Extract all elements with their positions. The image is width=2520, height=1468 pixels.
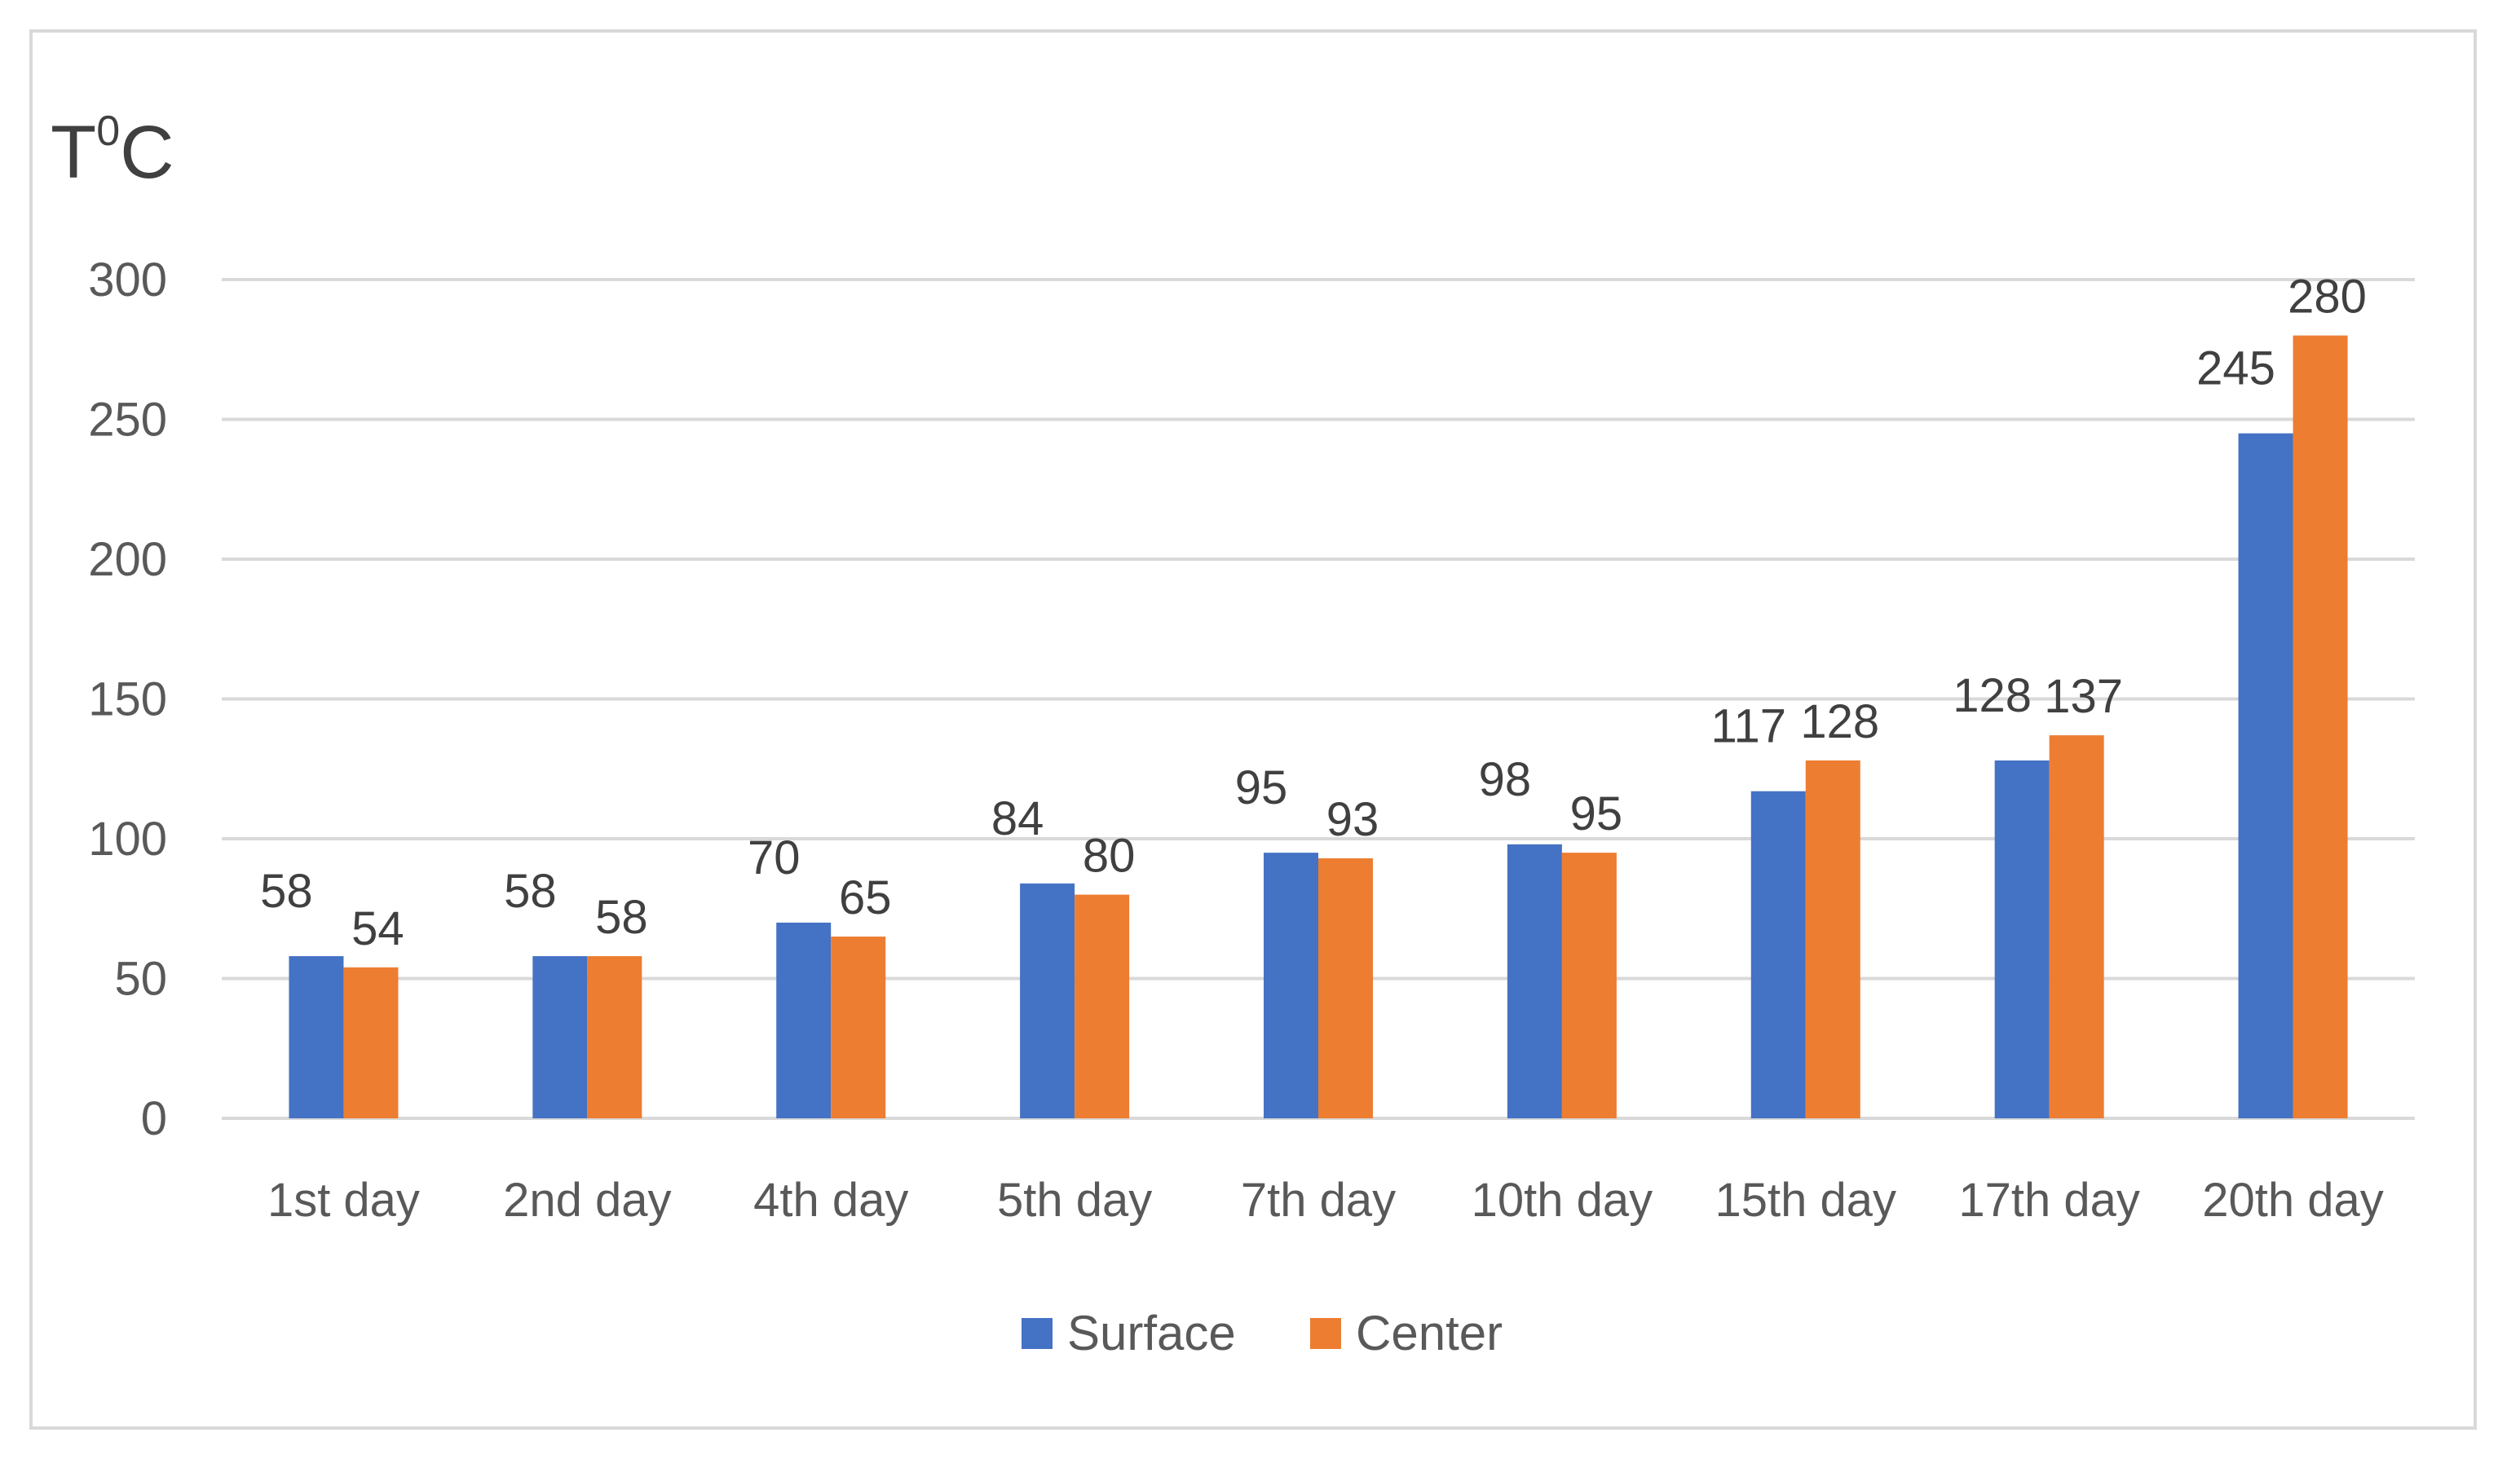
data-label-center: 65 bbox=[839, 871, 892, 924]
x-tick-label: 4th day bbox=[753, 1174, 908, 1227]
x-tick-label: 1st day bbox=[267, 1174, 420, 1227]
bar-surface bbox=[1507, 844, 1562, 1118]
y-tick-label: 150 bbox=[88, 673, 167, 726]
y-axis-ticks: 0 50 100 150 200 250 300 bbox=[88, 253, 167, 1145]
x-tick-label: 5th day bbox=[997, 1174, 1152, 1227]
data-label-center: 54 bbox=[351, 902, 404, 955]
data-label-surface: 70 bbox=[748, 831, 801, 884]
x-tick-label: 7th day bbox=[1241, 1174, 1396, 1227]
data-label-center: 58 bbox=[595, 891, 648, 944]
data-label-center: 93 bbox=[1326, 793, 1379, 846]
bar-center bbox=[1805, 760, 1860, 1118]
bar-center bbox=[831, 937, 886, 1118]
data-label-center: 95 bbox=[1570, 787, 1623, 840]
bar-surface bbox=[1750, 791, 1806, 1118]
data-label-surface: 245 bbox=[2196, 342, 2275, 395]
bars bbox=[289, 335, 2348, 1119]
bar-center bbox=[2049, 735, 2104, 1118]
data-label-surface: 95 bbox=[1235, 761, 1288, 814]
data-label-center: 80 bbox=[1083, 830, 1136, 883]
data-label-surface: 84 bbox=[991, 792, 1044, 845]
data-label-surface: 128 bbox=[1953, 669, 2032, 722]
x-tick-label: 20th day bbox=[2202, 1174, 2384, 1227]
legend-label-center: Center bbox=[1356, 1306, 1503, 1360]
y-tick-label: 300 bbox=[88, 253, 167, 306]
chart-frame bbox=[29, 29, 2477, 1430]
y-tick-label: 100 bbox=[88, 813, 167, 866]
legend-swatch-center bbox=[1310, 1318, 1341, 1349]
y-tick-label: 200 bbox=[88, 533, 167, 586]
y-axis-label-superscript: 0 bbox=[96, 108, 120, 155]
data-label-center: 280 bbox=[2288, 271, 2367, 324]
data-label-surface: 58 bbox=[504, 865, 557, 918]
y-tick-label: 0 bbox=[141, 1092, 167, 1145]
y-tick-label: 50 bbox=[114, 953, 167, 1006]
y-tick-label: 250 bbox=[88, 394, 167, 447]
data-label-center: 128 bbox=[1800, 695, 1879, 748]
bar-surface bbox=[1994, 760, 2050, 1118]
bar-surface bbox=[2238, 433, 2293, 1118]
x-axis-ticks: 1st day 2nd day 4th day 5th day 7th day 10th … bbox=[267, 1174, 2384, 1227]
bar-center bbox=[2293, 335, 2348, 1119]
x-tick-label: 2nd day bbox=[503, 1174, 671, 1227]
bar-center bbox=[1561, 853, 1617, 1118]
legend: Surface Center bbox=[1022, 1306, 1503, 1360]
y-axis-label-base: T bbox=[51, 111, 96, 194]
bar-surface bbox=[289, 956, 344, 1118]
legend-label-surface: Surface bbox=[1067, 1306, 1236, 1360]
x-tick-label: 17th day bbox=[1958, 1174, 2140, 1227]
bar-surface bbox=[532, 956, 588, 1118]
bar-center bbox=[587, 956, 642, 1118]
x-tick-label: 15th day bbox=[1715, 1174, 1897, 1227]
data-label-surface: 58 bbox=[260, 865, 313, 918]
bar-center bbox=[343, 967, 399, 1118]
bar-center bbox=[1318, 858, 1373, 1118]
y-axis-label-unit: C bbox=[120, 111, 174, 194]
bar-surface bbox=[776, 922, 832, 1118]
data-label-center: 137 bbox=[2044, 670, 2123, 723]
y-axis-label: T0C bbox=[51, 108, 174, 194]
x-tick-label: 10th day bbox=[1472, 1174, 1653, 1227]
data-label-surface: 117 bbox=[1711, 700, 1786, 753]
data-label-surface: 98 bbox=[1479, 753, 1532, 806]
bar-surface bbox=[1020, 883, 1075, 1118]
bar-surface bbox=[1264, 853, 1318, 1118]
bar-center bbox=[1075, 894, 1130, 1118]
legend-swatch-surface bbox=[1022, 1318, 1053, 1349]
